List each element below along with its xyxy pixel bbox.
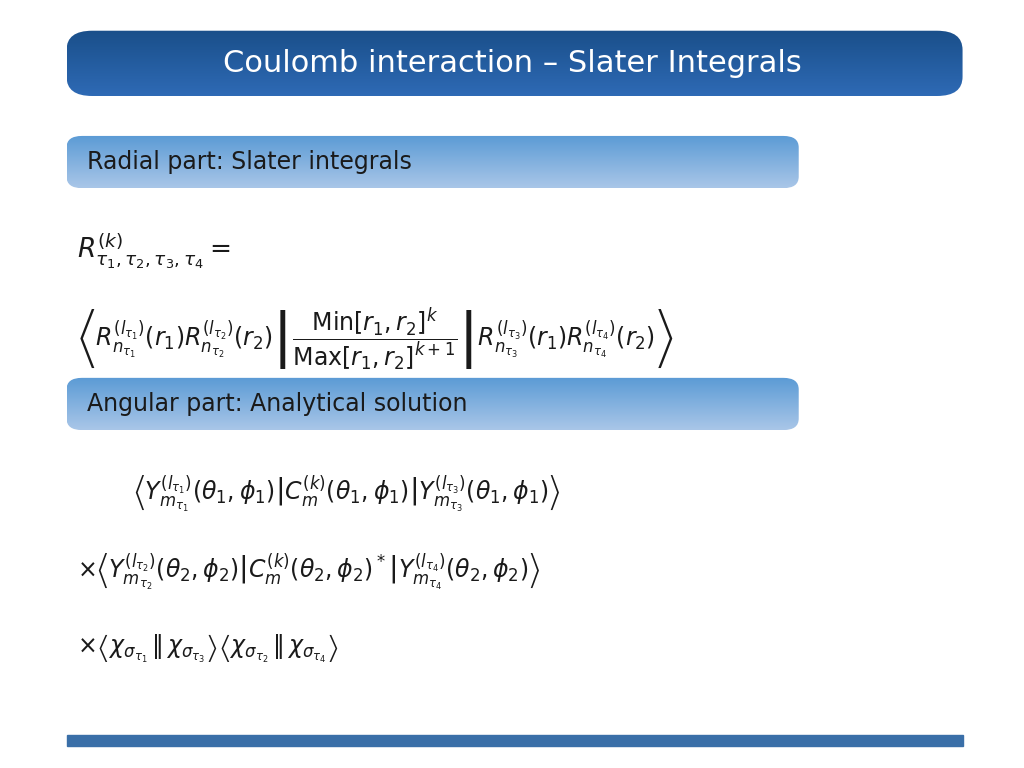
Text: Coulomb interaction – Slater Integrals: Coulomb interaction – Slater Integrals — [222, 49, 802, 78]
Text: Radial part: Slater integrals: Radial part: Slater integrals — [87, 150, 412, 174]
Text: $\left\langle R_{n_{\tau_1}}^{(l_{\tau_1})}(r_1)R_{n_{\tau_2}}^{(l_{\tau_2})}(r_: $\left\langle R_{n_{\tau_1}}^{(l_{\tau_1… — [77, 306, 674, 373]
Text: $\times\left\langle \chi_{\sigma_{\tau_1}}\,\|\,\chi_{\sigma_{\tau_3}}\right\ran: $\times\left\langle \chi_{\sigma_{\tau_1… — [77, 633, 339, 665]
Text: $\times\left\langle Y_{m_{\tau_2}}^{(l_{\tau_2})}(\theta_2,\phi_2)\left|C_m^{(k): $\times\left\langle Y_{m_{\tau_2}}^{(l_{… — [77, 551, 540, 593]
Text: Angular part: Analytical solution: Angular part: Analytical solution — [87, 392, 468, 416]
Bar — [67, 735, 963, 746]
Text: $R_{\tau_1,\tau_2,\tau_3,\tau_4}^{(k)} =$: $R_{\tau_1,\tau_2,\tau_3,\tau_4}^{(k)} =… — [77, 233, 230, 271]
Text: $\left\langle Y_{m_{\tau_1}}^{(l_{\tau_1})}(\theta_1,\phi_1)\left|C_m^{(k)}(\the: $\left\langle Y_{m_{\tau_1}}^{(l_{\tau_1… — [133, 473, 561, 515]
